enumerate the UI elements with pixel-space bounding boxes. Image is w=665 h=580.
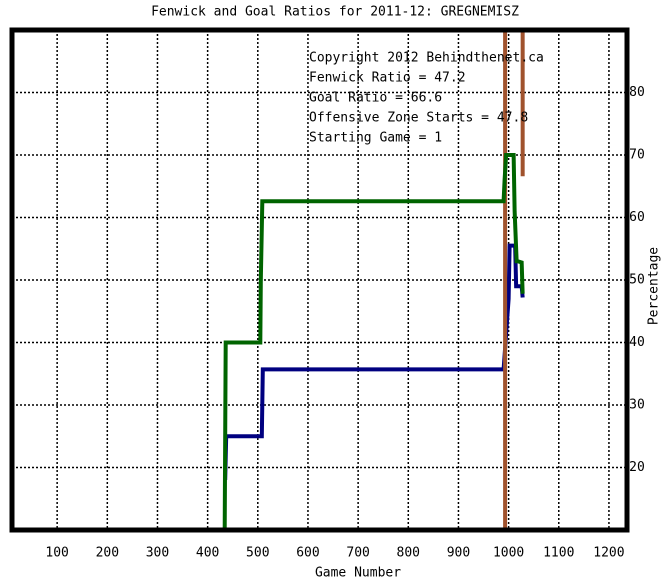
x-tick-label: 400 [196,546,219,561]
annotation: Starting Game = 1 [309,131,442,146]
x-tick-label: 1200 [593,546,624,561]
x-tick-label: 300 [146,546,169,561]
x-tick-label: 500 [246,546,269,561]
y-tick-label: 50 [629,273,645,288]
y-tick-label: 80 [629,85,645,100]
x-tick-label: 200 [96,546,119,561]
x-axis-label: Game Number [315,566,401,580]
plot-border [9,27,630,533]
y-tick-label: 60 [629,210,645,225]
chart-title: Fenwick and Goal Ratios for 2011-12: GRE… [151,5,519,20]
legend-entry: Goal Ratio = 66.6 [309,91,442,106]
y-tick-label: 20 [629,460,645,475]
x-tick-label: 900 [447,546,470,561]
legend-entry: Offensive Zone Starts = 47.8 [309,111,528,126]
y-axis-label: Percentage [647,247,662,325]
x-tick-label: 100 [45,546,68,561]
annotation: Copyright 2012 Behindthenet.ca [309,51,544,66]
x-tick-label: 700 [346,546,369,561]
x-tick-label: 1000 [493,546,524,561]
y-tick-label: 40 [629,335,645,350]
y-tick-label: 30 [629,398,645,413]
y-tick-label: 70 [629,148,645,163]
x-tick-label: 600 [296,546,319,561]
x-tick-label: 1100 [543,546,574,561]
series-line [222,153,525,531]
series-line [223,243,525,481]
x-tick-label: 800 [397,546,420,561]
legend-entry: Fenwick Ratio = 47.2 [309,71,466,86]
series-line [503,30,525,530]
